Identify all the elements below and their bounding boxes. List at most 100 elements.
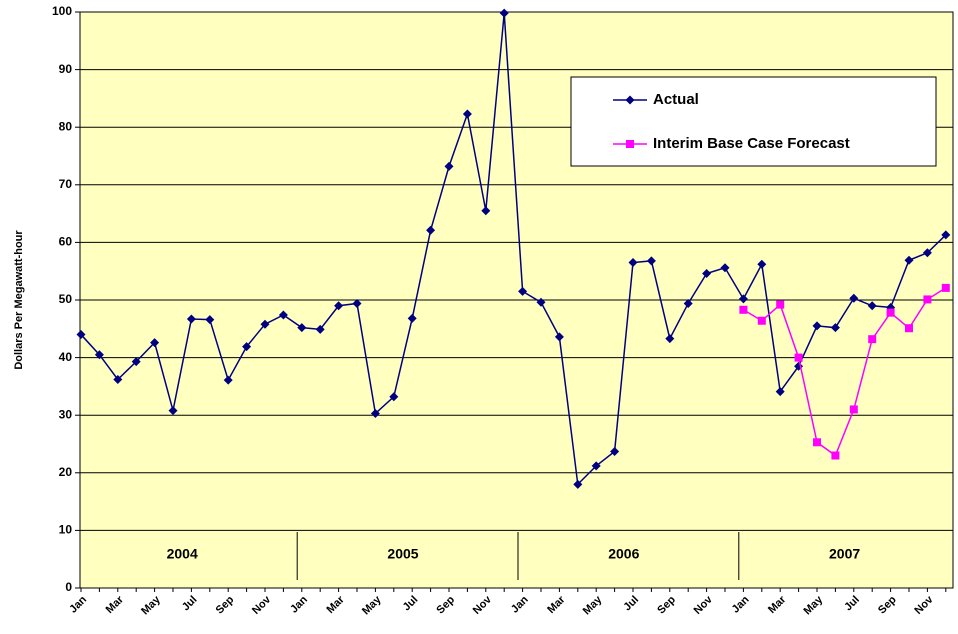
point-marker <box>334 301 344 311</box>
point-marker <box>573 479 583 489</box>
point-marker <box>260 319 270 329</box>
point-marker <box>849 293 859 303</box>
point-marker <box>76 330 86 340</box>
y-tick-label: 10 <box>59 523 73 537</box>
x-tick-label: Sep <box>655 594 678 617</box>
x-tick-label: Nov <box>692 593 716 617</box>
point-marker <box>554 332 564 342</box>
point-marker <box>150 338 160 348</box>
point-marker <box>628 258 638 268</box>
y-tick-label: 50 <box>59 292 73 306</box>
x-tick-label: May <box>802 593 826 617</box>
y-tick-label: 70 <box>59 177 73 191</box>
point-marker <box>738 294 748 304</box>
point-marker <box>610 446 620 456</box>
point-marker <box>739 305 748 314</box>
point-marker <box>518 286 528 296</box>
x-tick-label: Mar <box>545 593 568 616</box>
point-marker <box>905 324 913 333</box>
point-marker <box>131 357 141 367</box>
x-tick-label: Mar <box>324 593 347 616</box>
y-tick-label: 0 <box>65 580 72 594</box>
x-tick-label: Jan <box>288 594 310 616</box>
x-tick-label: Jul <box>401 594 421 614</box>
x-tick-label: May <box>139 593 163 617</box>
point-marker <box>775 387 785 397</box>
x-tick-label: Jan <box>509 594 531 616</box>
point-marker <box>886 308 895 317</box>
year-label: 2007 <box>829 546 860 562</box>
y-tick-label: 100 <box>52 4 72 18</box>
point-marker <box>941 283 950 292</box>
point-marker <box>702 269 712 279</box>
x-tick-label: Jul <box>621 594 641 614</box>
point-marker <box>242 342 252 352</box>
point-marker <box>757 316 766 325</box>
point-marker <box>849 405 858 414</box>
point-marker <box>757 259 767 269</box>
point-marker <box>315 324 325 334</box>
point-marker <box>776 300 785 309</box>
point-marker <box>481 206 491 216</box>
x-tick-label: Nov <box>250 593 274 617</box>
point-marker <box>352 298 362 308</box>
point-marker <box>370 408 380 418</box>
point-marker <box>205 315 215 325</box>
year-label: 2005 <box>387 546 418 562</box>
x-tick-label: Sep <box>876 594 899 617</box>
legend-label: Interim Base Case Forecast <box>653 135 850 152</box>
legend-label: Actual <box>653 91 699 108</box>
x-tick-label: Sep <box>214 594 237 617</box>
point-marker <box>536 297 546 307</box>
point-marker <box>278 310 288 320</box>
point-marker <box>831 451 840 460</box>
x-tick-label: May <box>360 593 384 617</box>
plot-border <box>79 11 954 589</box>
x-tick-label: Nov <box>471 593 495 617</box>
legend: Actual Interim Base Case Forecast <box>570 76 937 167</box>
point-marker <box>904 255 914 265</box>
x-tick-label: Jul <box>842 594 862 614</box>
point-marker <box>426 225 436 235</box>
x-tick-label: Sep <box>434 594 457 617</box>
point-marker <box>186 314 196 324</box>
y-tick-label: 30 <box>59 407 73 421</box>
y-tick-label: 20 <box>59 465 73 479</box>
point-marker <box>462 109 472 119</box>
point-marker <box>94 350 104 360</box>
x-tick-label: May <box>581 593 605 617</box>
legend-swatch-marker <box>625 95 635 105</box>
point-marker <box>113 374 123 384</box>
point-marker <box>923 295 932 304</box>
y-tick-label: 40 <box>59 350 73 364</box>
x-tick-label: Jan <box>67 594 89 616</box>
point-marker <box>941 230 951 240</box>
point-marker <box>389 392 399 402</box>
point-marker <box>922 248 932 258</box>
point-marker <box>499 8 509 18</box>
y-tick-label: 80 <box>59 119 73 133</box>
point-marker <box>794 353 803 362</box>
x-tick-label: Mar <box>766 593 789 616</box>
point-marker <box>646 256 656 266</box>
point-marker <box>868 335 877 344</box>
year-label: 2006 <box>608 546 639 562</box>
point-marker <box>867 301 877 311</box>
legend-swatch-marker <box>626 140 634 148</box>
point-marker <box>813 438 821 447</box>
year-label: 2004 <box>167 546 198 562</box>
x-tick-label: Jul <box>180 594 200 614</box>
y-tick-label: 60 <box>59 235 73 249</box>
point-marker <box>720 263 730 273</box>
point-marker <box>591 461 601 471</box>
point-marker <box>812 321 822 331</box>
x-tick-label: Jan <box>730 594 752 616</box>
y-axis-label: Dollars Per Megawatt-hour <box>13 230 25 370</box>
point-marker <box>407 313 417 323</box>
point-marker <box>683 298 693 308</box>
point-marker <box>223 375 233 385</box>
point-marker <box>297 323 307 333</box>
x-tick-label: Nov <box>912 593 936 617</box>
point-marker <box>168 406 178 416</box>
